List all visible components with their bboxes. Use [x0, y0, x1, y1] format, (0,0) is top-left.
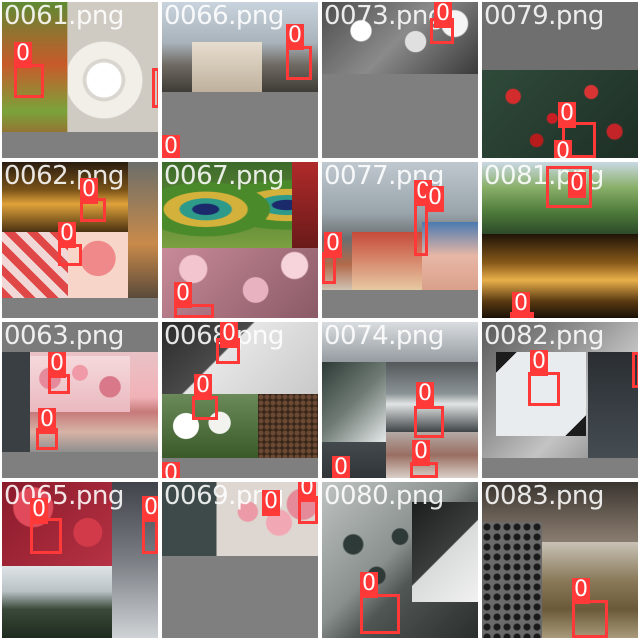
bbox-class-label: 0 [194, 373, 212, 400]
bounding-box[interactable] [14, 64, 44, 98]
padding-area [162, 92, 318, 158]
bbox-class-label: 0 [572, 577, 590, 604]
tile-filename: 0079.png [484, 2, 604, 31]
bounding-box[interactable] [528, 372, 560, 406]
bbox-class-label: 0 [38, 407, 56, 434]
bbox-class-label: 0 [558, 101, 576, 128]
padding-area [162, 556, 318, 638]
mosaic-tile[interactable]: 0068.png 0 0 0 [162, 322, 318, 478]
padding-area [322, 290, 478, 318]
tile-filename: 0067.png [164, 162, 284, 191]
tile-filename: 0063.png [4, 322, 124, 351]
tile-image [162, 482, 318, 556]
tile-filename: 0073.png [324, 2, 444, 31]
city-photo [386, 432, 478, 478]
mosaic-tile[interactable]: 0066.png 0 0 [162, 2, 318, 158]
bounding-box[interactable] [632, 352, 638, 388]
side-photo [128, 162, 158, 298]
field-photo [542, 542, 638, 638]
bbox-class-label: 0 [162, 462, 180, 478]
bbox-class-label: 0 [324, 231, 342, 258]
mosaic-tile[interactable]: 0069.png 0 0 [162, 482, 318, 638]
strawberry-photo [30, 356, 130, 412]
bbox-class-label: 0 [286, 23, 304, 50]
tile-filename: 0061.png [4, 2, 124, 31]
mosaic-tile[interactable]: 0080.png 0 [322, 482, 478, 638]
mosaic-tile[interactable]: 0083.png 0 [482, 482, 638, 638]
bounding-box[interactable] [152, 68, 158, 108]
padding-area [2, 452, 158, 478]
bbox-class-label: 0 [554, 140, 572, 158]
mosaic-tile[interactable]: 0082.png 0 [482, 322, 638, 478]
bbox-class-label: 0 [512, 291, 530, 318]
padding-area [322, 74, 478, 158]
mosaic-tile[interactable]: 0081.png 0 0 [482, 162, 638, 318]
remote-photo [412, 502, 478, 602]
padding-area [162, 458, 318, 478]
tile-image [482, 162, 638, 234]
bbox-class-label: 0 [174, 281, 192, 308]
red-flowers-photo [292, 162, 318, 248]
bbox-class-label: 0 [262, 489, 280, 516]
bbox-class-label: 0 [142, 495, 158, 522]
bbox-class-label: 0 [530, 349, 548, 376]
bbox-class-label: 0 [568, 171, 586, 198]
tile-filename: 0080.png [324, 482, 444, 511]
tile-filename: 0062.png [4, 162, 124, 191]
bounding-box[interactable] [286, 46, 312, 80]
mosaic-tile[interactable]: 0067.png 0 [162, 162, 318, 318]
coffee-photo [258, 394, 318, 458]
mosaic-tile[interactable]: 0074.png 0 0 0 [322, 322, 478, 478]
mosaic-tile[interactable]: 0073.png 0 [322, 2, 478, 158]
tile-filename: 0082.png [484, 322, 604, 351]
bbox-class-label: 0 [360, 571, 378, 598]
padding-area [482, 2, 638, 70]
bounding-box[interactable] [174, 304, 214, 318]
tile-filename: 0074.png [324, 322, 444, 351]
mosaic-tile[interactable]: 0079.png 0 0 [482, 2, 638, 158]
bounding-box[interactable] [414, 406, 444, 438]
dark-photo [588, 352, 638, 478]
bounding-box[interactable] [360, 594, 400, 634]
bbox-class-label: 0 [58, 221, 76, 248]
earphones-photo [68, 2, 158, 132]
bbox-class-label: 0 [30, 497, 48, 524]
bbox-class-label: 0 [416, 381, 434, 408]
snowy-tree-photo [322, 362, 386, 442]
roses-photo [162, 394, 258, 458]
mosaic-tile[interactable]: 0061.png 0 [2, 2, 158, 158]
bbox-class-label: 0 [434, 2, 452, 28]
bbox-class-label: 0 [80, 177, 98, 204]
tile-filename: 0066.png [164, 2, 284, 31]
typewriter-photo [482, 522, 542, 638]
bbox-class-label: 0 [426, 185, 444, 212]
house-photo [422, 222, 478, 290]
bbox-class-label: 0 [162, 135, 180, 158]
mosaic-tile[interactable]: 0063.png 0 0 [2, 322, 158, 478]
mosaic-tile[interactable]: 0065.png 0 0 [2, 482, 158, 638]
bounding-box[interactable] [572, 600, 608, 638]
bbox-class-label: 0 [412, 439, 430, 466]
bounding-box[interactable] [546, 166, 592, 208]
building-photo [352, 232, 422, 290]
padding-area [2, 298, 158, 318]
mosaic-tile[interactable]: 0077.png 0 0 0 [322, 162, 478, 318]
bbox-class-label: 0 [220, 322, 238, 348]
louvre-photo [482, 234, 638, 318]
bbox-class-label: 0 [14, 41, 32, 68]
tile-image [162, 322, 318, 394]
bbox-class-label: 0 [298, 482, 316, 502]
mosaic-tile[interactable]: 0062.png 0 0 [2, 162, 158, 318]
building-photo [192, 42, 262, 92]
bbox-class-label: 0 [48, 351, 66, 378]
tile-filename: 0065.png [4, 482, 124, 511]
padding-area [482, 458, 638, 478]
bbox-class-label: 0 [332, 456, 350, 478]
tile-filename: 0083.png [484, 482, 604, 511]
padding-area [2, 132, 158, 158]
